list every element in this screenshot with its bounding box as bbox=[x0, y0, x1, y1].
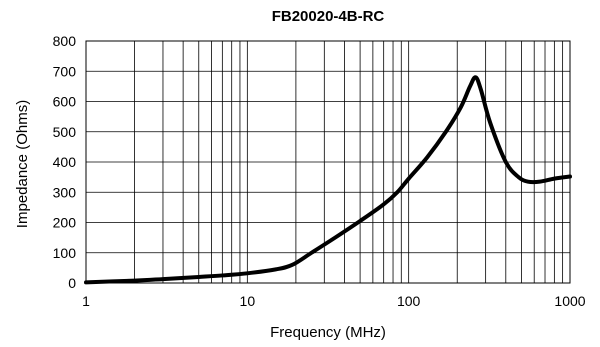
y-tick-label: 0 bbox=[68, 275, 76, 291]
x-axis-ticks: 1 10 100 1000 bbox=[82, 293, 586, 309]
x-axis-label: Frequency (MHz) bbox=[270, 324, 386, 341]
y-tick-label: 800 bbox=[53, 33, 77, 49]
y-tick-label: 600 bbox=[53, 94, 77, 110]
y-axis-label: Impedance (Ohms) bbox=[14, 100, 31, 228]
x-tick-label: 1 bbox=[82, 293, 90, 309]
chart-title: FB20020-4B-RC bbox=[272, 8, 385, 25]
y-tick-label: 100 bbox=[53, 245, 77, 261]
y-axis-ticks: 0 100 200 300 400 500 600 700 800 bbox=[53, 33, 77, 291]
y-tick-label: 300 bbox=[53, 184, 77, 200]
y-tick-label: 500 bbox=[53, 124, 77, 140]
x-tick-label: 100 bbox=[397, 293, 421, 309]
x-tick-label: 10 bbox=[240, 293, 256, 309]
y-tick-label: 700 bbox=[53, 63, 77, 79]
x-tick-label: 1000 bbox=[554, 293, 585, 309]
y-tick-label: 200 bbox=[53, 215, 77, 231]
y-tick-label: 400 bbox=[53, 154, 77, 170]
impedance-series-line bbox=[84, 75, 572, 285]
plot-frame bbox=[85, 40, 571, 284]
grid bbox=[85, 40, 570, 284]
